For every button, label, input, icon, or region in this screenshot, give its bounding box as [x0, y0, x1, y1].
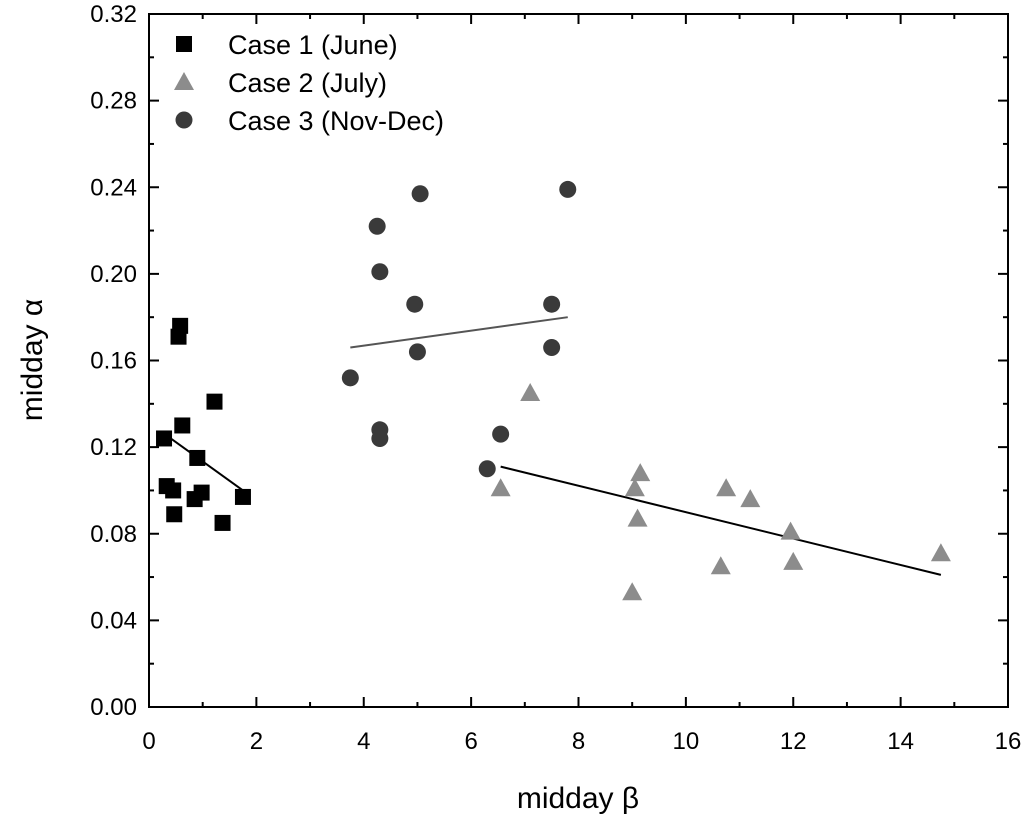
point-circle [368, 217, 386, 235]
point-square [193, 484, 210, 501]
point-circle [371, 263, 389, 281]
legend-marker-square [176, 36, 192, 52]
legend-label: Case 3 (Nov-Dec) [228, 106, 444, 136]
x-tick-label: 12 [780, 728, 807, 755]
point-circle [543, 339, 561, 357]
y-axis-label: midday α [16, 299, 49, 421]
point-square [234, 488, 251, 505]
point-triangle [520, 382, 541, 401]
fit-line-square [167, 435, 244, 492]
point-square [174, 417, 191, 434]
point-triangle [710, 556, 731, 575]
x-tick-label: 10 [673, 728, 700, 755]
point-triangle [740, 489, 761, 508]
legend-marker-circle [175, 111, 193, 129]
point-triangle [630, 463, 651, 482]
x-tick-label: 8 [572, 728, 585, 755]
point-circle [371, 429, 389, 447]
point-triangle [780, 521, 801, 540]
x-tick-label: 4 [357, 728, 370, 755]
y-tick-label: 0.24 [90, 174, 137, 201]
point-triangle [624, 478, 645, 497]
point-circle [543, 295, 561, 313]
legend-label: Case 2 (July) [228, 68, 387, 98]
point-circle [406, 295, 424, 313]
point-circle [492, 425, 510, 443]
point-circle [341, 369, 359, 387]
fit-line-triangle [500, 465, 942, 576]
y-tick-label: 0.28 [90, 88, 137, 115]
y-tick-label: 0.04 [90, 607, 137, 634]
point-square [214, 514, 231, 531]
point-triangle [716, 478, 737, 497]
point-circle [478, 460, 496, 478]
fit-line-circle [350, 316, 568, 349]
point-triangle [490, 478, 511, 497]
legend-marker-triangle [174, 72, 194, 90]
point-circle [411, 185, 429, 203]
x-tick-label: 6 [464, 728, 477, 755]
y-tick-label: 0.20 [90, 261, 137, 288]
y-tick-label: 0.00 [90, 694, 137, 721]
x-axis-label: midday β [517, 782, 639, 815]
point-square [166, 506, 183, 523]
y-tick-label: 0.08 [90, 521, 137, 548]
point-triangle [627, 508, 648, 527]
point-square [206, 393, 223, 410]
point-square [172, 317, 189, 334]
y-tick-label: 0.12 [90, 434, 137, 461]
point-triangle [930, 543, 951, 562]
legend-label: Case 1 (June) [228, 30, 398, 60]
x-tick-label: 16 [995, 728, 1022, 755]
point-circle [408, 343, 426, 361]
x-tick-label: 14 [887, 728, 914, 755]
point-circle [559, 180, 577, 198]
x-tick-label: 0 [142, 728, 155, 755]
point-square [189, 449, 206, 466]
fit-lines [167, 316, 942, 576]
data-points [156, 180, 951, 601]
y-tick-label: 0.16 [90, 348, 137, 375]
axis-ticks: 0 2 4 6 8 10 12 14 16 0.00 0.04 0.08 0.12 0.16 0.20 0.2… [90, 1, 1021, 755]
point-square [156, 430, 173, 447]
point-square [165, 482, 182, 499]
y-tick-label: 0.32 [90, 1, 137, 28]
x-tick-label: 2 [250, 728, 263, 755]
point-triangle [783, 551, 804, 570]
point-triangle [622, 582, 643, 601]
legend: Case 1 (June) Case 2 (July) Case 3 (Nov-De… [174, 30, 444, 136]
